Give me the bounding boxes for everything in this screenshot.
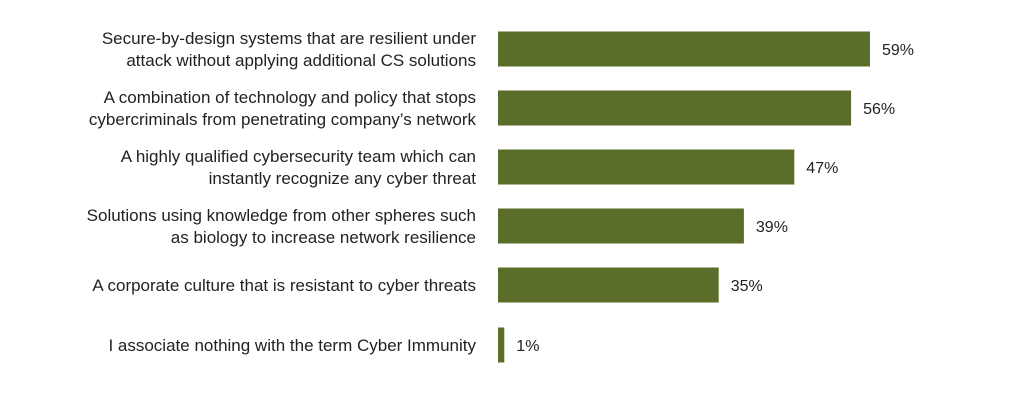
bar-3: [498, 149, 795, 185]
bars-layer: [498, 31, 870, 363]
value-label-3: 47%: [806, 160, 838, 177]
category-label-line: attack without applying additional CS so…: [126, 51, 476, 70]
value-label-6: 1%: [516, 338, 539, 355]
value-labels-layer: 59% 56% 47% 39% 35% 1%: [516, 42, 914, 355]
category-label-line: as biology to increase network resilienc…: [171, 228, 476, 247]
bar-1: [498, 31, 870, 67]
category-label-line: Secure-by-design systems that are resili…: [102, 29, 477, 48]
category-label-line: A highly qualified cybersecurity team wh…: [121, 147, 476, 166]
category-label-line: cybercriminals from penetrating company’…: [89, 110, 477, 129]
category-label-2: A combination of technology and policy t…: [89, 88, 477, 129]
bar-4: [498, 208, 744, 244]
category-label-4: Solutions using knowledge from other sph…: [87, 206, 476, 247]
category-label-line: Solutions using knowledge from other sph…: [87, 206, 476, 225]
category-label-line: instantly recognize any cyber threat: [209, 169, 477, 188]
category-label-line: A combination of technology and policy t…: [104, 88, 476, 107]
category-label-line: I associate nothing with the term Cyber …: [108, 336, 476, 355]
category-label-line: A corporate culture that is resistant to…: [92, 276, 476, 295]
value-label-1: 59%: [882, 42, 914, 59]
category-labels-layer: Secure-by-design systems that are resili…: [87, 29, 477, 355]
value-label-2: 56%: [863, 101, 895, 118]
bar-2: [498, 90, 852, 126]
bar-5: [498, 267, 719, 303]
category-label-5: A corporate culture that is resistant to…: [92, 276, 476, 295]
value-label-5: 35%: [731, 278, 763, 295]
value-label-4: 39%: [756, 219, 788, 236]
category-label-6: I associate nothing with the term Cyber …: [108, 336, 476, 355]
bar-6: [498, 327, 505, 363]
category-label-1: Secure-by-design systems that are resili…: [102, 29, 477, 70]
category-label-3: A highly qualified cybersecurity team wh…: [121, 147, 477, 188]
